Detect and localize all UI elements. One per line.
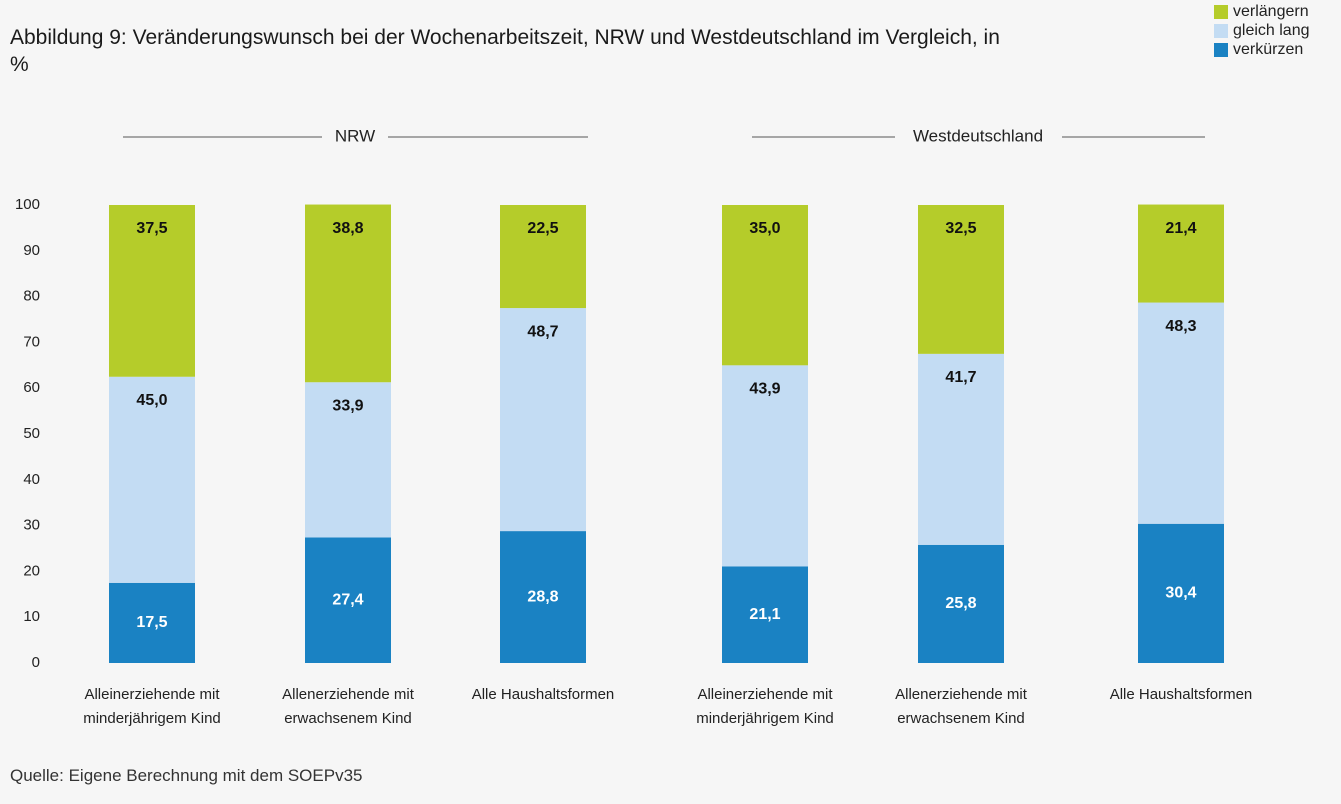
bar-segment bbox=[722, 365, 808, 567]
data-label: 43,9 bbox=[749, 381, 780, 398]
data-label: 25,8 bbox=[945, 595, 976, 612]
y-tick-label: 90 bbox=[23, 242, 40, 259]
data-label: 17,5 bbox=[136, 614, 167, 631]
data-label: 32,5 bbox=[945, 220, 976, 237]
legend-label: verkürzen bbox=[1233, 41, 1303, 58]
bar-segment bbox=[1138, 302, 1224, 524]
y-tick-label: 20 bbox=[23, 562, 40, 579]
data-label: 48,3 bbox=[1165, 318, 1196, 335]
x-tick-label: Allenerziehende mit erwachsenem Kind bbox=[895, 686, 1027, 727]
bar-segment bbox=[109, 376, 195, 583]
bar-segment bbox=[918, 544, 1004, 663]
y-tick-label: 60 bbox=[23, 379, 40, 396]
bar-segment bbox=[109, 205, 195, 377]
bar-segment bbox=[918, 205, 1004, 354]
data-label: 27,4 bbox=[332, 591, 363, 608]
x-tick-label: Alleinerziehende mit minderjährigem Kind bbox=[83, 686, 221, 727]
y-tick-label: 70 bbox=[23, 333, 40, 350]
data-label: 41,7 bbox=[945, 369, 976, 386]
bar-segment bbox=[109, 582, 195, 663]
group-label: Westdeutschland bbox=[913, 126, 1043, 145]
bar-segment bbox=[500, 308, 586, 532]
data-label: 35,0 bbox=[749, 220, 780, 237]
bar-segment bbox=[1138, 523, 1224, 663]
legend-swatch bbox=[1214, 24, 1228, 38]
bar-segment bbox=[500, 531, 586, 663]
y-tick-label: 50 bbox=[23, 425, 40, 442]
y-tick-label: 100 bbox=[15, 196, 40, 213]
chart-title: Abbildung 9: Veränderungswunsch bei der … bbox=[10, 26, 1000, 76]
y-tick-label: 10 bbox=[23, 608, 40, 625]
chart: NRW Westdeutschland 0 10 20 30 40 50 60 70 80 90 1… bbox=[15, 3, 1310, 671]
data-label: 30,4 bbox=[1165, 585, 1196, 602]
bar-segment bbox=[1138, 204, 1224, 303]
data-label: 22,5 bbox=[527, 220, 558, 237]
bar-segment bbox=[722, 566, 808, 663]
x-tick-label: Allenerziehende mit erwachsenem Kind bbox=[282, 686, 414, 727]
data-label: 48,7 bbox=[527, 323, 558, 340]
data-label: 38,8 bbox=[332, 220, 363, 237]
legend-label: verlängern bbox=[1233, 3, 1309, 20]
bar-segment bbox=[722, 205, 808, 366]
x-tick-label: Alle Haushaltsformen bbox=[471, 686, 615, 703]
legend-swatch bbox=[1214, 43, 1228, 57]
legend-swatch bbox=[1214, 5, 1228, 19]
group-label: NRW bbox=[335, 126, 375, 145]
y-tick-label: 30 bbox=[23, 517, 40, 534]
bar-segment bbox=[305, 204, 391, 383]
bar-segment bbox=[918, 353, 1004, 545]
bar-segment bbox=[500, 205, 586, 309]
y-tick-label: 40 bbox=[23, 471, 40, 488]
y-tick-label: 80 bbox=[23, 288, 40, 305]
x-tick-label: Alle Haushaltsformen bbox=[1109, 686, 1253, 703]
y-tick-label: 0 bbox=[32, 654, 40, 671]
source-note: Quelle: Eigene Berechnung mit dem SOEPv3… bbox=[10, 766, 363, 785]
bar-segment bbox=[305, 537, 391, 663]
data-label: 21,4 bbox=[1165, 220, 1196, 237]
data-label: 28,8 bbox=[527, 588, 558, 605]
data-label: 21,1 bbox=[749, 606, 780, 623]
data-label: 45,0 bbox=[136, 392, 167, 409]
data-label: 37,5 bbox=[136, 220, 167, 237]
bar-segment bbox=[305, 382, 391, 538]
legend-label: gleich lang bbox=[1233, 22, 1310, 39]
x-tick-label: Alleinerziehende mit minderjährigem Kind bbox=[696, 686, 834, 727]
data-label: 33,9 bbox=[332, 397, 363, 414]
